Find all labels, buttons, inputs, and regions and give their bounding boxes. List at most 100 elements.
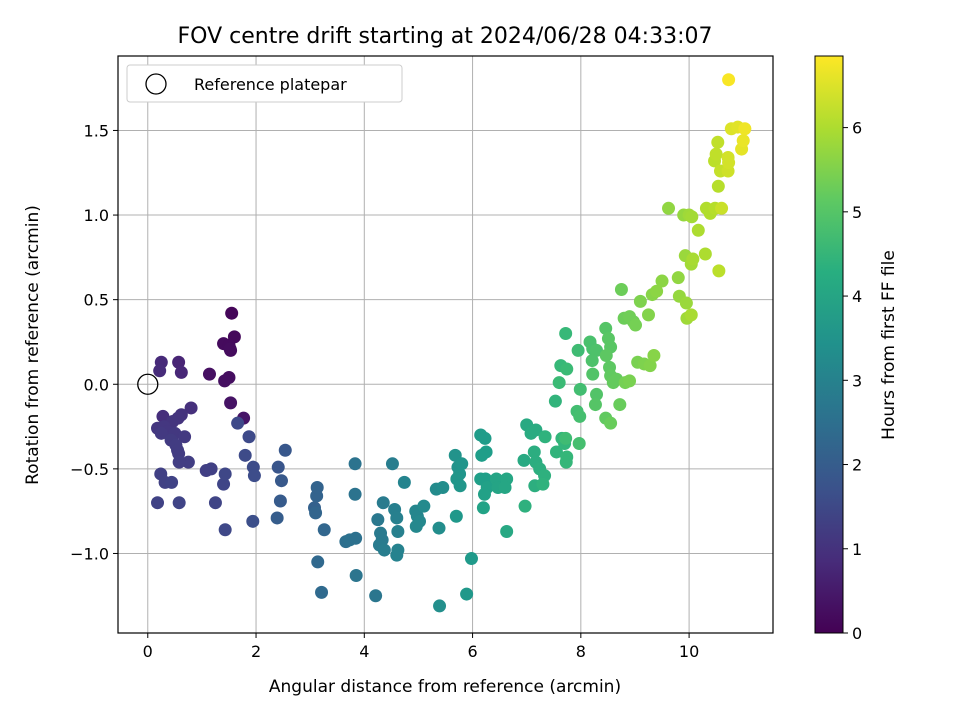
data-point xyxy=(536,477,550,491)
data-point xyxy=(315,585,329,599)
data-point xyxy=(500,524,514,538)
y-tick-label: 1.0 xyxy=(84,206,109,225)
data-point xyxy=(614,283,628,297)
data-point xyxy=(590,343,604,357)
reference-platepar-marker xyxy=(137,373,159,395)
y-tick-label: 1.5 xyxy=(84,121,109,140)
data-point xyxy=(390,511,404,525)
data-point xyxy=(385,457,399,471)
x-tick-label: 6 xyxy=(467,642,477,661)
data-point xyxy=(585,354,599,368)
chart-title: FOV centre drift starting at 2024/06/28 … xyxy=(178,24,713,49)
data-point xyxy=(310,480,324,494)
data-point xyxy=(655,274,669,288)
y-tick-label: −0.5 xyxy=(70,460,109,479)
data-point xyxy=(715,201,729,215)
data-point xyxy=(270,511,284,525)
data-point xyxy=(246,514,260,528)
data-point xyxy=(571,343,585,357)
data-point xyxy=(231,416,245,430)
data-point xyxy=(238,448,252,462)
data-point xyxy=(223,342,237,356)
data-point xyxy=(641,308,655,322)
data-point xyxy=(273,494,287,508)
data-point xyxy=(371,513,385,527)
colorbar-tick-label: 5 xyxy=(852,203,862,222)
y-axis-title: Rotation from reference (arcmin) xyxy=(23,205,43,485)
data-point xyxy=(633,294,647,308)
data-point xyxy=(184,401,198,415)
data-point xyxy=(573,409,587,423)
plot-frame xyxy=(117,55,774,634)
x-tick-label: 10 xyxy=(679,642,699,661)
data-point xyxy=(218,374,232,388)
legend-label-reference: Reference platepar xyxy=(194,75,347,94)
data-point xyxy=(573,382,587,396)
data-point xyxy=(154,426,168,440)
data-point xyxy=(153,364,167,378)
data-point xyxy=(736,134,750,148)
colorbar-gradient xyxy=(814,55,844,634)
data-point xyxy=(559,431,573,445)
y-tick-label: 0.0 xyxy=(84,375,109,394)
data-point xyxy=(309,506,323,520)
legend: Reference platepar xyxy=(126,64,403,103)
data-point xyxy=(348,457,362,471)
data-point xyxy=(623,374,637,388)
colorbar-tick-label: 2 xyxy=(852,456,862,475)
data-point xyxy=(449,509,463,523)
data-point xyxy=(498,480,512,494)
data-point xyxy=(478,431,492,445)
data-point xyxy=(453,479,467,493)
data-point xyxy=(709,147,723,161)
data-point xyxy=(684,308,698,322)
data-point xyxy=(151,496,165,510)
data-point xyxy=(455,457,469,471)
y-tick-label: −1.0 xyxy=(70,544,109,563)
data-point xyxy=(349,531,363,545)
data-point xyxy=(271,460,285,474)
data-point xyxy=(391,524,405,538)
data-point xyxy=(518,499,532,513)
data-point xyxy=(685,210,699,224)
data-point xyxy=(559,455,573,469)
data-point xyxy=(650,284,664,298)
data-point xyxy=(711,179,725,193)
data-point xyxy=(274,474,288,488)
data-point xyxy=(433,599,447,613)
data-point xyxy=(572,436,586,450)
data-point xyxy=(156,409,170,423)
data-point xyxy=(647,348,661,362)
data-point xyxy=(377,543,391,557)
data-point xyxy=(629,318,643,332)
data-point xyxy=(217,477,231,491)
data-point xyxy=(436,480,450,494)
data-point xyxy=(671,271,685,285)
colorbar-tick-label: 4 xyxy=(852,287,862,306)
data-point xyxy=(517,453,531,467)
colorbar-title: Hours from first FF file xyxy=(879,250,899,440)
data-point xyxy=(691,223,705,237)
data-point xyxy=(475,448,489,462)
data-point xyxy=(208,496,222,510)
data-point xyxy=(178,430,192,444)
x-axis-title: Angular distance from reference (arcmin) xyxy=(269,677,621,697)
data-point xyxy=(548,394,562,408)
data-point xyxy=(527,445,541,459)
data-point xyxy=(643,359,657,373)
data-point xyxy=(559,327,573,341)
data-point xyxy=(549,445,563,459)
legend-box xyxy=(126,64,403,103)
y-axis-ticks: −1.0 −0.5 0.0 0.5 1.0 1.5 xyxy=(70,121,118,563)
data-point xyxy=(599,348,613,362)
data-point xyxy=(586,367,600,381)
colorbar-tick-label: 1 xyxy=(852,540,862,559)
data-point xyxy=(224,396,238,410)
data-point xyxy=(604,416,618,430)
data-point xyxy=(181,455,195,469)
data-point xyxy=(172,355,186,369)
data-point xyxy=(172,496,186,510)
data-point xyxy=(242,430,256,444)
colorbar: 0 1 2 3 4 5 6 Hours from first FF file xyxy=(814,55,899,643)
